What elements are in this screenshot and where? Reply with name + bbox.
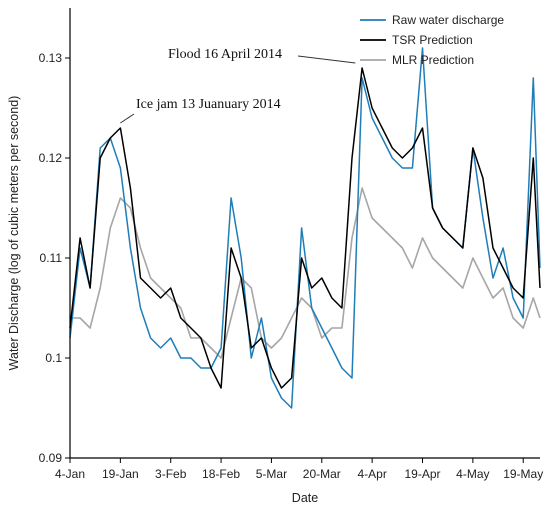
series-line-mlr-prediction xyxy=(70,187,541,359)
x-ticks: 4-Jan 19-Jan 3-Feb 18-Feb 5-Mar 20-Mar 4-Apr 19… xyxy=(55,458,543,481)
x-axis-title: Date xyxy=(292,491,318,505)
annotations: Flood 16 April 2014 Ice jam 13 Juanuary 2… xyxy=(120,47,356,124)
x-tick-label: 19-Jan xyxy=(102,467,139,481)
legend-label: Raw water discharge xyxy=(392,13,504,27)
y-tick-label: 0.12 xyxy=(39,151,63,165)
y-tick-label: 0.09 xyxy=(39,451,63,465)
x-tick-label: 5-Mar xyxy=(256,467,287,481)
series-line-tsr-prediction xyxy=(69,67,541,389)
legend-label: TSR Prediction xyxy=(392,33,473,47)
annotation-label: Flood 16 April 2014 xyxy=(168,47,282,62)
annotation-leader xyxy=(297,55,356,64)
legend-label: MLR Prediction xyxy=(392,53,474,67)
axes xyxy=(69,8,540,459)
legend: Raw water discharge TSR Prediction MLR Pre… xyxy=(360,13,504,67)
x-tick-label: 4-May xyxy=(456,467,489,481)
y-axis-title: Water Discharge (log of cubic meters per… xyxy=(7,96,21,371)
annotation-label: Ice jam 13 Juanuary 2014 xyxy=(136,97,281,112)
y-tick-label: 0.1 xyxy=(45,351,62,365)
y-tick-label: 0.13 xyxy=(39,51,63,65)
x-tick-label: 18-Feb xyxy=(202,467,240,481)
x-tick-label: 19-Apr xyxy=(404,467,440,481)
y-tick-label: 0.11 xyxy=(40,251,63,265)
series-lines xyxy=(69,47,541,409)
x-tick-label: 4-Apr xyxy=(357,467,386,481)
x-tick-label: 19-May xyxy=(503,467,543,481)
y-ticks: 0.09 0.1 0.11 0.12 0.13 xyxy=(39,51,70,465)
x-tick-label: 4-Jan xyxy=(55,467,85,481)
x-tick-label: 20-Mar xyxy=(303,467,341,481)
x-tick-label: 3-Feb xyxy=(155,467,187,481)
annotation-leader xyxy=(120,113,135,124)
